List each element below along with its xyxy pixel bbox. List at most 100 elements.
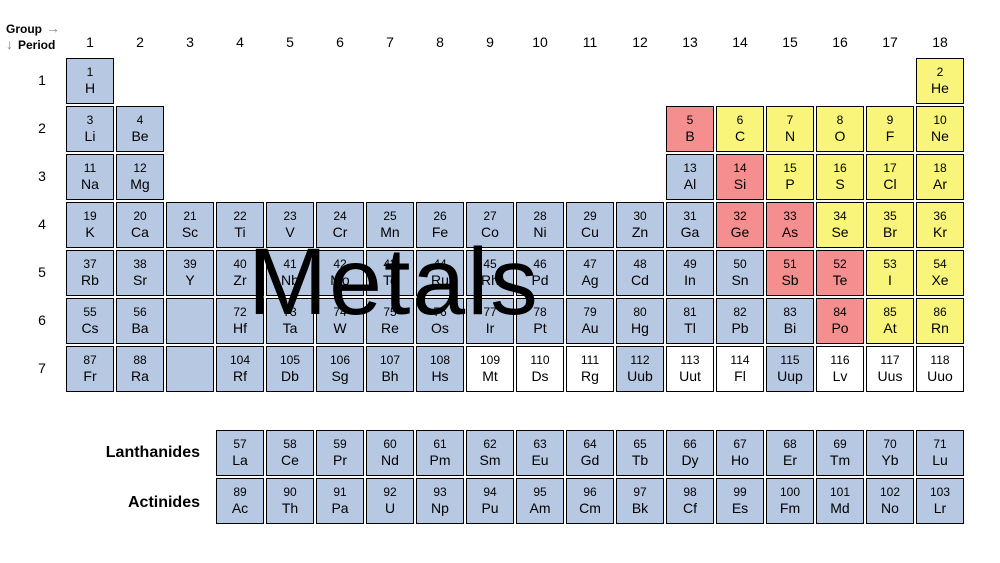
element-Bk: 97Bk	[616, 478, 664, 524]
element-symbol: Re	[381, 320, 399, 336]
element-U: 92U	[366, 478, 414, 524]
element-No: 102No	[866, 478, 914, 524]
element-La: 57La	[216, 430, 264, 476]
element-symbol: Au	[581, 320, 598, 336]
element-symbol: In	[684, 272, 696, 288]
element-symbol: Rb	[81, 272, 99, 288]
atomic-number: 39	[183, 258, 196, 272]
element-symbol: Bh	[381, 368, 398, 384]
element-symbol: Uuo	[927, 368, 953, 384]
element-Cf: 98Cf	[666, 478, 714, 524]
element-symbol: Ne	[931, 128, 949, 144]
element-Ar: 18Ar	[916, 154, 964, 200]
element-H: 1H	[66, 58, 114, 104]
element-symbol: Cd	[631, 272, 649, 288]
element-Pb: 82Pb	[716, 298, 764, 344]
atomic-number: 36	[933, 210, 946, 224]
atomic-number: 101	[830, 486, 850, 500]
element-symbol: Ga	[681, 224, 700, 240]
atomic-number: 79	[583, 306, 596, 320]
atomic-number: 104	[230, 354, 250, 368]
element-symbol: Rg	[581, 368, 599, 384]
group-number-11: 11	[566, 34, 614, 50]
element-Sr: 38Sr	[116, 250, 164, 296]
element-symbol: O	[835, 128, 846, 144]
element-symbol: Ag	[581, 272, 598, 288]
element-F: 9F	[866, 106, 914, 152]
element-Er: 68Er	[766, 430, 814, 476]
atomic-number: 24	[333, 210, 346, 224]
element-symbol: Nb	[281, 272, 299, 288]
atomic-number: 6	[737, 114, 744, 128]
element-Eu: 63Eu	[516, 430, 564, 476]
atomic-number: 1	[87, 66, 94, 80]
element-Se: 34Se	[816, 202, 864, 248]
atomic-number: 26	[433, 210, 446, 224]
element-Bi: 83Bi	[766, 298, 814, 344]
element-symbol: Br	[883, 224, 897, 240]
element-Cd: 48Cd	[616, 250, 664, 296]
atomic-number: 82	[733, 306, 746, 320]
atomic-number: 113	[680, 354, 699, 368]
element-Mt: 109Mt	[466, 346, 514, 392]
atomic-number: 3	[87, 114, 94, 128]
atomic-number: 32	[733, 210, 746, 224]
atomic-number: 47	[583, 258, 596, 272]
element-symbol: Mt	[482, 368, 498, 384]
atomic-number: 72	[233, 306, 246, 320]
element-symbol: B	[685, 128, 694, 144]
element-Fm: 100Fm	[766, 478, 814, 524]
period-number-2: 2	[30, 120, 54, 136]
atomic-number: 40	[233, 258, 246, 272]
atomic-number: 64	[583, 438, 596, 452]
atomic-number: 89	[233, 486, 246, 500]
element-Y: 39Y	[166, 250, 214, 296]
element-Am: 95Am	[516, 478, 564, 524]
element-symbol: Np	[431, 500, 449, 516]
atomic-number: 105	[280, 354, 300, 368]
element-symbol: Po	[831, 320, 848, 336]
element-Xe: 54Xe	[916, 250, 964, 296]
atomic-number: 76	[433, 306, 446, 320]
element-Nd: 60Nd	[366, 430, 414, 476]
group-number-17: 17	[866, 34, 914, 50]
element-placeholder	[166, 346, 214, 392]
period-number-6: 6	[30, 312, 54, 328]
atomic-number: 117	[880, 354, 899, 368]
element-symbol: Hg	[631, 320, 649, 336]
element-Kr: 36Kr	[916, 202, 964, 248]
element-symbol: Rn	[931, 320, 949, 336]
element-symbol: Ta	[283, 320, 298, 336]
atomic-number: 102	[880, 486, 900, 500]
element-symbol: Li	[85, 128, 96, 144]
element-symbol: Pd	[531, 272, 548, 288]
element-Th: 90Th	[266, 478, 314, 524]
element-Sn: 50Sn	[716, 250, 764, 296]
group-axis-label: Group	[6, 22, 42, 36]
element-Au: 79Au	[566, 298, 614, 344]
atomic-number: 58	[283, 438, 296, 452]
atomic-number: 16	[833, 162, 846, 176]
element-Ce: 58Ce	[266, 430, 314, 476]
element-symbol: Fe	[432, 224, 448, 240]
element-symbol: Pm	[430, 452, 451, 468]
element-symbol: K	[85, 224, 94, 240]
atomic-number: 87	[83, 354, 96, 368]
element-symbol: Mg	[130, 176, 149, 192]
element-Ra: 88Ra	[116, 346, 164, 392]
element-symbol: Pa	[331, 500, 348, 516]
atomic-number: 67	[733, 438, 746, 452]
element-symbol: Na	[81, 176, 99, 192]
element-P: 15P	[766, 154, 814, 200]
element-symbol: Fl	[734, 368, 746, 384]
atomic-number: 42	[333, 258, 346, 272]
element-symbol: Mo	[330, 272, 349, 288]
atomic-number: 112	[630, 354, 649, 368]
element-symbol: P	[785, 176, 794, 192]
element-symbol: Uus	[878, 368, 903, 384]
element-Ca: 20Ca	[116, 202, 164, 248]
arrow-right-icon: →	[46, 20, 60, 36]
element-symbol: Ni	[533, 224, 546, 240]
atomic-number: 110	[530, 354, 549, 368]
element-Pr: 59Pr	[316, 430, 364, 476]
